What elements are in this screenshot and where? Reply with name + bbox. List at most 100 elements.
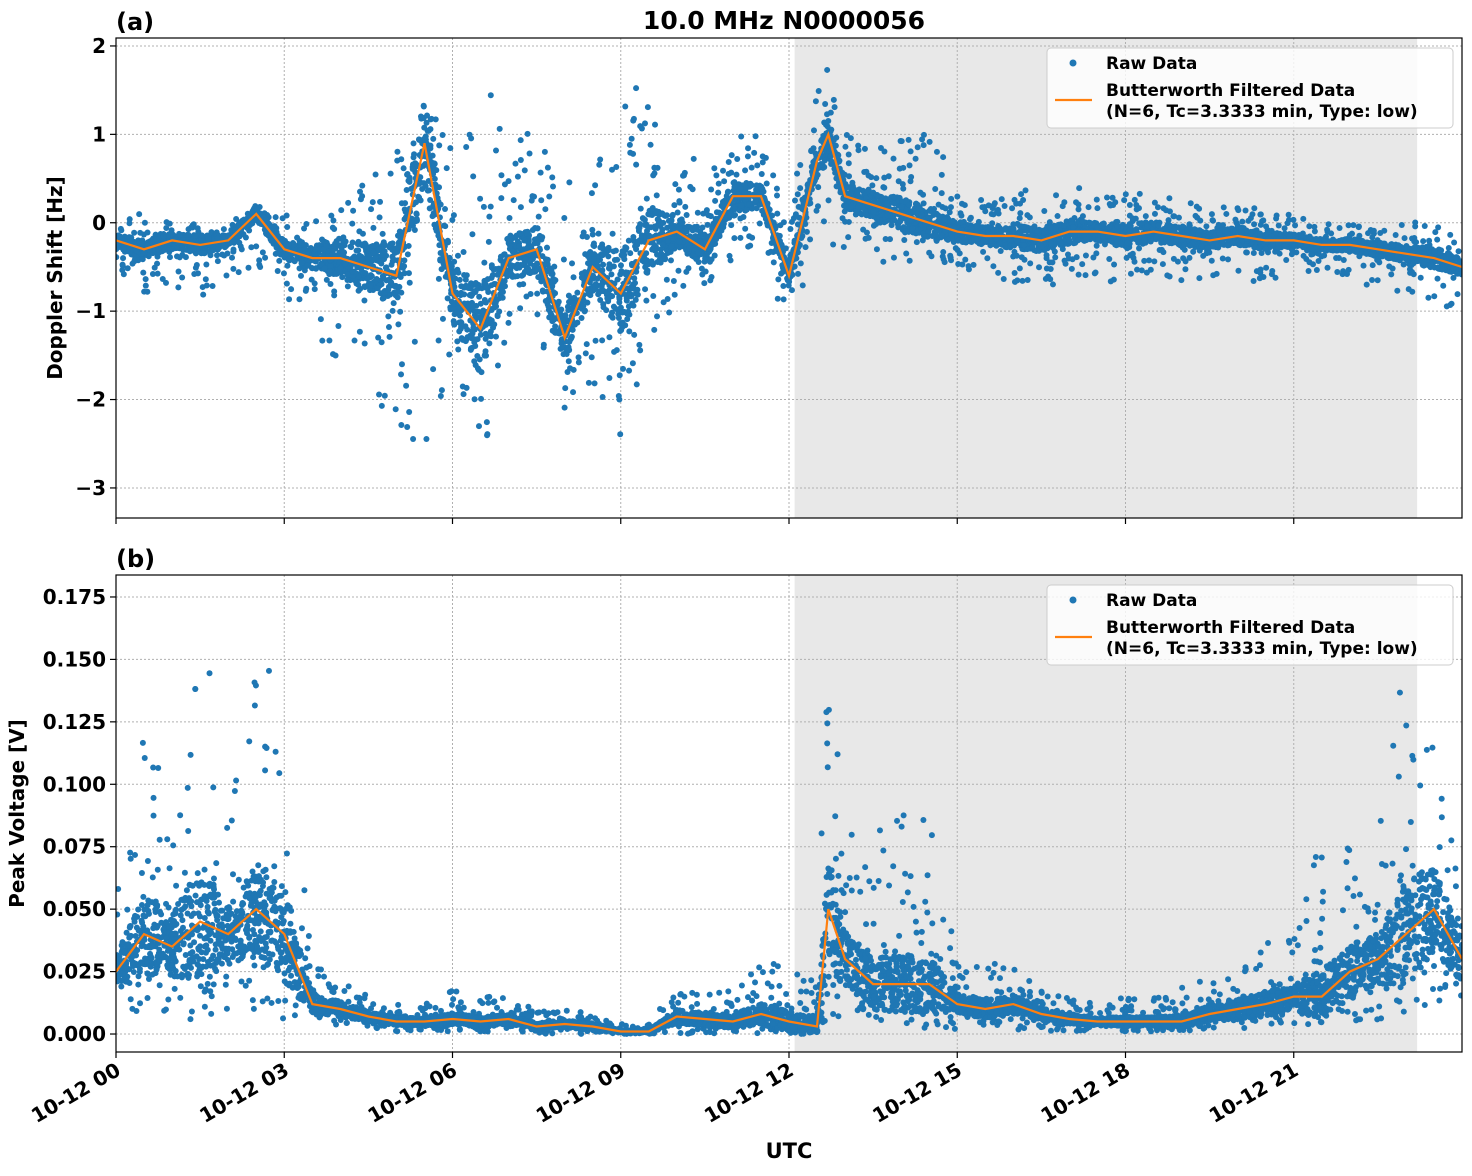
raw-data-point xyxy=(136,211,142,217)
raw-data-point xyxy=(476,423,482,429)
raw-data-point xyxy=(653,210,659,216)
raw-data-point xyxy=(982,208,988,214)
raw-data-point xyxy=(1052,254,1058,260)
raw-data-point xyxy=(374,285,380,291)
raw-data-point xyxy=(1106,224,1112,230)
raw-data-point xyxy=(470,173,476,179)
raw-data-point xyxy=(378,260,384,266)
raw-data-point xyxy=(780,283,786,289)
raw-data-point xyxy=(939,172,945,178)
raw-data-point xyxy=(631,116,637,122)
raw-data-point xyxy=(874,246,880,252)
raw-data-point xyxy=(344,271,350,277)
raw-data-point xyxy=(695,210,701,216)
raw-data-point xyxy=(472,343,478,349)
raw-data-point xyxy=(500,295,506,301)
raw-data-point xyxy=(637,123,643,129)
raw-data-point xyxy=(475,309,481,315)
raw-data-point xyxy=(908,174,914,180)
raw-data-point xyxy=(600,262,606,268)
raw-data-point xyxy=(691,156,697,162)
raw-data-point xyxy=(331,288,337,294)
raw-data-point xyxy=(1080,218,1086,224)
raw-data-point xyxy=(550,184,556,190)
raw-data-point xyxy=(830,241,836,247)
raw-data-point xyxy=(1067,238,1073,244)
raw-data-point xyxy=(345,200,351,206)
raw-data-point xyxy=(745,244,751,250)
raw-data-point xyxy=(127,216,133,222)
raw-data-point xyxy=(391,300,397,306)
raw-data-point xyxy=(368,282,374,288)
raw-data-point xyxy=(1143,213,1149,219)
raw-data-point xyxy=(439,266,445,272)
raw-data-point xyxy=(1023,187,1029,193)
raw-data-point xyxy=(749,235,755,241)
raw-data-point xyxy=(590,231,596,237)
raw-data-point xyxy=(469,231,475,237)
raw-data-point xyxy=(932,186,938,192)
raw-data-point xyxy=(618,327,624,333)
raw-data-point xyxy=(654,313,660,319)
raw-data-point xyxy=(623,271,629,277)
raw-data-point xyxy=(915,144,921,150)
raw-data-point xyxy=(948,204,954,210)
raw-data-point xyxy=(980,249,986,255)
raw-data-point xyxy=(611,349,617,355)
raw-data-point xyxy=(630,151,636,157)
raw-data-point xyxy=(775,276,781,282)
raw-data-point xyxy=(120,255,126,261)
raw-data-point xyxy=(581,298,587,304)
raw-data-point xyxy=(614,257,620,263)
raw-data-point xyxy=(1080,213,1086,219)
raw-data-point xyxy=(298,273,304,279)
raw-data-point xyxy=(518,157,524,163)
raw-data-point xyxy=(627,142,633,148)
raw-data-point xyxy=(580,233,586,239)
raw-data-point xyxy=(210,283,216,289)
raw-data-point xyxy=(713,172,719,178)
raw-data-point xyxy=(137,230,143,236)
raw-data-point xyxy=(620,320,626,326)
raw-data-point xyxy=(891,156,897,162)
raw-data-point xyxy=(562,385,568,391)
raw-data-point xyxy=(934,149,940,155)
raw-data-point xyxy=(485,276,491,282)
raw-data-point xyxy=(1036,264,1042,270)
raw-data-point xyxy=(1086,204,1092,210)
raw-data-point xyxy=(203,261,209,267)
raw-data-point xyxy=(789,287,795,293)
raw-data-point xyxy=(335,323,341,329)
raw-data-point xyxy=(591,256,597,262)
raw-data-point xyxy=(348,244,354,250)
raw-data-point xyxy=(355,282,361,288)
raw-data-point xyxy=(725,189,731,195)
raw-data-point xyxy=(484,419,490,425)
raw-data-point xyxy=(1019,278,1025,284)
raw-data-point xyxy=(781,296,787,302)
raw-data-point xyxy=(256,257,262,263)
raw-data-point xyxy=(395,243,401,249)
raw-data-point xyxy=(1083,253,1089,259)
raw-data-point xyxy=(145,229,151,235)
raw-data-point xyxy=(738,186,744,192)
raw-data-point xyxy=(1053,226,1059,232)
raw-data-point xyxy=(738,203,744,209)
raw-data-point xyxy=(451,306,457,312)
raw-data-point xyxy=(476,294,482,300)
raw-data-point xyxy=(430,366,436,372)
raw-data-point xyxy=(262,255,268,261)
raw-data-point xyxy=(368,272,374,278)
raw-data-point xyxy=(371,250,377,256)
raw-data-point xyxy=(214,252,220,258)
raw-data-point xyxy=(629,136,635,142)
raw-data-point xyxy=(177,232,183,238)
raw-data-point xyxy=(1047,276,1053,282)
raw-data-point xyxy=(634,381,640,387)
raw-data-point xyxy=(344,277,350,283)
raw-data-point xyxy=(942,205,948,211)
raw-data-point xyxy=(589,354,595,360)
raw-data-point xyxy=(375,335,381,341)
raw-data-point xyxy=(713,236,719,242)
raw-data-point xyxy=(130,261,136,267)
